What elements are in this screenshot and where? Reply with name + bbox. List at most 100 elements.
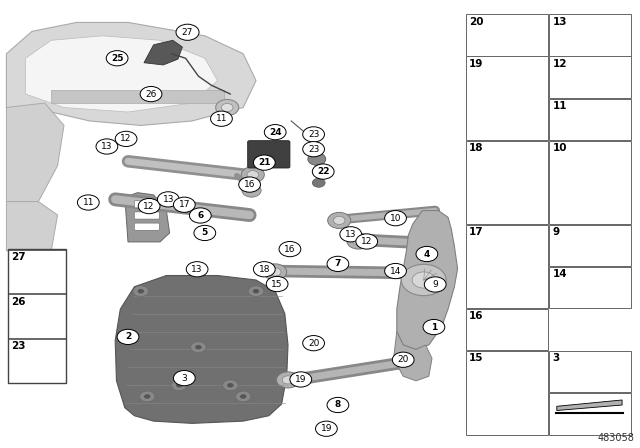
Text: 20: 20 xyxy=(308,339,319,348)
Circle shape xyxy=(242,184,261,197)
FancyBboxPatch shape xyxy=(466,351,548,435)
Circle shape xyxy=(333,216,345,224)
Text: 19: 19 xyxy=(295,375,307,384)
Text: 12: 12 xyxy=(120,134,132,143)
Polygon shape xyxy=(51,90,224,103)
Text: 17: 17 xyxy=(179,200,190,209)
FancyBboxPatch shape xyxy=(466,56,548,140)
Circle shape xyxy=(115,131,137,146)
Text: 13: 13 xyxy=(163,195,174,204)
Text: 1: 1 xyxy=(431,323,437,332)
Circle shape xyxy=(140,86,162,102)
Circle shape xyxy=(211,111,232,126)
FancyBboxPatch shape xyxy=(8,250,66,293)
FancyBboxPatch shape xyxy=(549,141,631,224)
Circle shape xyxy=(223,380,238,391)
Circle shape xyxy=(353,237,364,245)
Polygon shape xyxy=(26,36,218,112)
Circle shape xyxy=(327,397,349,413)
Text: 23: 23 xyxy=(308,145,319,154)
Circle shape xyxy=(247,171,259,179)
FancyBboxPatch shape xyxy=(549,267,631,308)
Text: 10: 10 xyxy=(390,214,401,223)
Circle shape xyxy=(239,177,260,192)
Circle shape xyxy=(385,263,406,279)
Circle shape xyxy=(312,178,325,187)
Text: 11: 11 xyxy=(216,114,227,123)
Circle shape xyxy=(312,164,334,179)
Circle shape xyxy=(253,289,259,293)
Circle shape xyxy=(248,286,264,297)
Text: 12: 12 xyxy=(552,59,567,69)
Polygon shape xyxy=(6,202,58,251)
Text: 24: 24 xyxy=(269,128,282,137)
Text: 16: 16 xyxy=(244,180,255,189)
Text: 18: 18 xyxy=(469,143,484,153)
FancyBboxPatch shape xyxy=(549,393,631,435)
Circle shape xyxy=(173,197,195,212)
Circle shape xyxy=(253,262,275,277)
FancyBboxPatch shape xyxy=(8,294,66,338)
Text: 27: 27 xyxy=(12,252,26,262)
Text: 10: 10 xyxy=(552,143,567,153)
FancyBboxPatch shape xyxy=(466,141,548,224)
Circle shape xyxy=(144,394,150,399)
Text: 3: 3 xyxy=(182,374,187,383)
Circle shape xyxy=(401,264,446,296)
Text: 2: 2 xyxy=(125,332,131,341)
Text: 13: 13 xyxy=(191,265,203,274)
FancyBboxPatch shape xyxy=(549,14,631,56)
Circle shape xyxy=(106,51,128,66)
Circle shape xyxy=(157,192,179,207)
Text: 5: 5 xyxy=(202,228,208,237)
Circle shape xyxy=(236,391,251,402)
Text: 23: 23 xyxy=(308,130,319,139)
FancyBboxPatch shape xyxy=(134,212,159,219)
Circle shape xyxy=(191,342,206,353)
Circle shape xyxy=(328,212,351,228)
Circle shape xyxy=(221,103,233,112)
Text: 18: 18 xyxy=(259,265,270,274)
Text: 27: 27 xyxy=(182,28,193,37)
Text: 15: 15 xyxy=(469,353,484,363)
Circle shape xyxy=(186,262,208,277)
Text: 16: 16 xyxy=(469,311,484,321)
Text: 15: 15 xyxy=(271,280,283,289)
FancyBboxPatch shape xyxy=(248,141,290,168)
FancyBboxPatch shape xyxy=(466,309,548,350)
Circle shape xyxy=(96,139,118,154)
Circle shape xyxy=(347,233,370,249)
Circle shape xyxy=(264,125,286,140)
Circle shape xyxy=(195,345,202,349)
Polygon shape xyxy=(125,193,170,242)
Circle shape xyxy=(176,383,182,388)
Circle shape xyxy=(303,336,324,351)
FancyBboxPatch shape xyxy=(134,223,159,230)
Text: 14: 14 xyxy=(552,269,567,279)
Circle shape xyxy=(392,352,414,367)
Text: 6: 6 xyxy=(197,211,204,220)
Polygon shape xyxy=(115,276,288,423)
Circle shape xyxy=(356,234,378,249)
FancyBboxPatch shape xyxy=(466,14,548,56)
Text: 19: 19 xyxy=(469,59,483,69)
Polygon shape xyxy=(6,103,64,202)
Circle shape xyxy=(117,329,139,345)
Text: 22: 22 xyxy=(317,167,330,176)
Circle shape xyxy=(77,195,99,210)
Circle shape xyxy=(385,211,406,226)
Circle shape xyxy=(327,256,349,271)
Circle shape xyxy=(264,264,287,280)
Text: 17: 17 xyxy=(469,227,484,237)
Text: 9: 9 xyxy=(433,280,438,289)
Text: 13: 13 xyxy=(101,142,113,151)
Circle shape xyxy=(308,153,326,165)
Circle shape xyxy=(138,289,144,293)
Text: 26: 26 xyxy=(145,90,157,99)
FancyBboxPatch shape xyxy=(549,351,631,392)
Circle shape xyxy=(189,208,211,223)
Text: 11: 11 xyxy=(552,101,567,111)
Text: 16: 16 xyxy=(284,245,296,254)
Circle shape xyxy=(303,142,324,157)
Circle shape xyxy=(241,167,264,183)
